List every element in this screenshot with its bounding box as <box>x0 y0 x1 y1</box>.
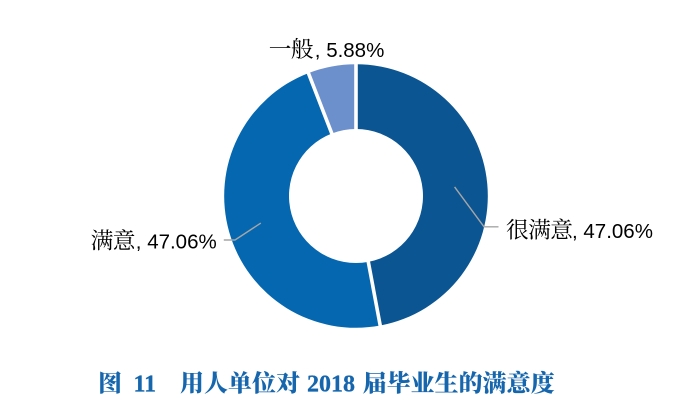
svg-text:11: 11 <box>134 372 157 398</box>
svg-text:, 47.06%: , 47.06% <box>136 231 217 254</box>
svg-text:, 5.88%: , 5.88% <box>315 39 385 62</box>
svg-text:2018: 2018 <box>307 372 355 398</box>
svg-text:, 47.06%: , 47.06% <box>572 220 653 243</box>
